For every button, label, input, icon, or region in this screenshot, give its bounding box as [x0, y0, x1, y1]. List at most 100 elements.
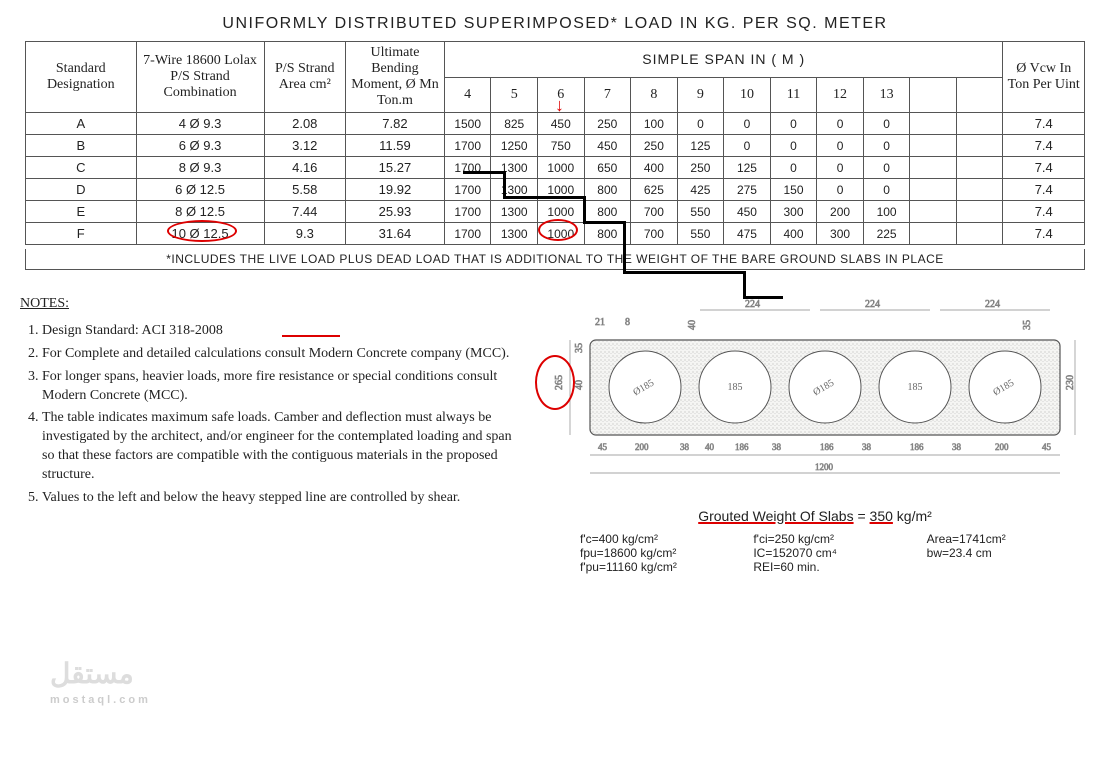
load-cell: 200: [817, 201, 864, 223]
vcw-cell: 7.4: [1003, 113, 1085, 135]
designation-cell: A: [26, 113, 137, 135]
load-cell: 250: [584, 113, 631, 135]
load-cell: [910, 135, 957, 157]
grouted-weight: Grouted Weight Of Slabs = 350 kg/m²: [540, 508, 1090, 524]
span-col-label: 13: [863, 77, 910, 113]
col-area: P/S Strand Area cm²: [264, 42, 345, 113]
area-cell: 9.3: [264, 223, 345, 245]
table-row: C8 Ø 9.34.1615.2717001300100065040025012…: [26, 157, 1085, 179]
area-cell: 5.58: [264, 179, 345, 201]
load-cell: 1700: [444, 223, 491, 245]
svg-text:200: 200: [635, 442, 649, 452]
svg-text:35: 35: [574, 343, 585, 353]
svg-text:265: 265: [554, 375, 565, 390]
note-item: For longer spans, heavier loads, more fi…: [42, 368, 520, 406]
load-cell: 425: [677, 179, 724, 201]
load-cell: [910, 157, 957, 179]
prop-rei: REI=60 min.: [753, 560, 916, 574]
svg-text:45: 45: [1042, 442, 1052, 452]
prop-fpu: fpu=18600 kg/cm²: [580, 546, 743, 560]
svg-text:38: 38: [952, 442, 962, 452]
table-row: B6 Ø 9.33.1211.5917001250750450250125000…: [26, 135, 1085, 157]
load-cell: 100: [631, 113, 678, 135]
col-wire: 7-Wire 18600 Lolax P/S Strand Combinatio…: [136, 42, 264, 113]
designation-cell: F: [26, 223, 137, 245]
table-row: D6 Ø 12.55.5819.921700130010008006254252…: [26, 179, 1085, 201]
specs-block: Grouted Weight Of Slabs = 350 kg/m² f'c=…: [540, 508, 1090, 574]
load-cell: 450: [584, 135, 631, 157]
span-col-label: 6: [538, 77, 585, 113]
vcw-cell: 7.4: [1003, 223, 1085, 245]
load-cell: [956, 113, 1003, 135]
load-cell: 0: [770, 135, 817, 157]
load-cell: 1500: [444, 113, 491, 135]
load-cell: 475: [724, 223, 771, 245]
svg-text:40: 40: [574, 380, 585, 390]
svg-text:38: 38: [862, 442, 872, 452]
load-cell: 300: [770, 201, 817, 223]
wire-cell: 10 Ø 12.5: [136, 223, 264, 245]
wire-cell: 6 Ø 12.5: [136, 179, 264, 201]
span-col-label: 9: [677, 77, 724, 113]
table-row: A4 Ø 9.32.087.821500825450250100000007.4: [26, 113, 1085, 135]
load-cell: 650: [584, 157, 631, 179]
load-cell: [956, 201, 1003, 223]
svg-text:186: 186: [735, 442, 749, 452]
load-table: Standard Designation 7-Wire 18600 Lolax …: [25, 41, 1085, 245]
svg-text:186: 186: [910, 442, 924, 452]
wire-cell: 8 Ø 12.5: [136, 201, 264, 223]
designation-cell: B: [26, 135, 137, 157]
table-row: F10 Ø 12.59.331.641700130010008007005504…: [26, 223, 1085, 245]
moment-cell: 19.92: [346, 179, 445, 201]
load-cell: 1700: [444, 157, 491, 179]
span-col-label: [910, 77, 957, 113]
load-cell: 300: [817, 223, 864, 245]
vcw-cell: 7.4: [1003, 135, 1085, 157]
load-cell: 1000: [538, 223, 585, 245]
load-cell: 0: [724, 135, 771, 157]
load-cell: [956, 223, 1003, 245]
load-cell: 550: [677, 201, 724, 223]
area-cell: 4.16: [264, 157, 345, 179]
load-cell: [910, 223, 957, 245]
load-cell: 0: [770, 157, 817, 179]
vcw-cell: 7.4: [1003, 179, 1085, 201]
svg-text:40: 40: [687, 320, 698, 330]
designation-cell: E: [26, 201, 137, 223]
load-cell: 250: [677, 157, 724, 179]
load-cell: 1700: [444, 135, 491, 157]
moment-cell: 7.82: [346, 113, 445, 135]
load-cell: 150: [770, 179, 817, 201]
load-cell: 550: [677, 223, 724, 245]
load-cell: 225: [863, 223, 910, 245]
notes-section: NOTES: Design Standard: ACI 318-2008For …: [20, 295, 520, 574]
span-col-label: 7: [584, 77, 631, 113]
load-cell: 1300: [491, 201, 538, 223]
load-cell: 100: [863, 201, 910, 223]
note-item: The table indicates maximum safe loads. …: [42, 409, 520, 485]
svg-text:21: 21: [595, 317, 605, 328]
load-cell: 800: [584, 201, 631, 223]
load-cell: [956, 135, 1003, 157]
load-cell: 400: [631, 157, 678, 179]
svg-text:185: 185: [728, 382, 743, 393]
load-cell: 625: [631, 179, 678, 201]
svg-text:224: 224: [865, 299, 880, 310]
load-cell: [956, 179, 1003, 201]
prop-ic: IC=152070 cm⁴: [753, 546, 916, 560]
span-col-label: 12: [817, 77, 864, 113]
note-item: Values to the left and below the heavy s…: [42, 489, 520, 508]
load-cell: 125: [677, 135, 724, 157]
col-moment: Ultimate Bending Moment, Ø Mn Ton.m: [346, 42, 445, 113]
load-cell: 700: [631, 223, 678, 245]
col-designation: Standard Designation: [26, 42, 137, 113]
watermark: مستقل mostaql.com: [50, 655, 151, 708]
load-cell: 750: [538, 135, 585, 157]
svg-text:1200: 1200: [815, 462, 834, 472]
svg-text:45: 45: [598, 442, 608, 452]
vcw-cell: 7.4: [1003, 157, 1085, 179]
load-cell: 1700: [444, 201, 491, 223]
load-cell: 450: [538, 113, 585, 135]
load-cell: 0: [863, 113, 910, 135]
wire-cell: 4 Ø 9.3: [136, 113, 264, 135]
